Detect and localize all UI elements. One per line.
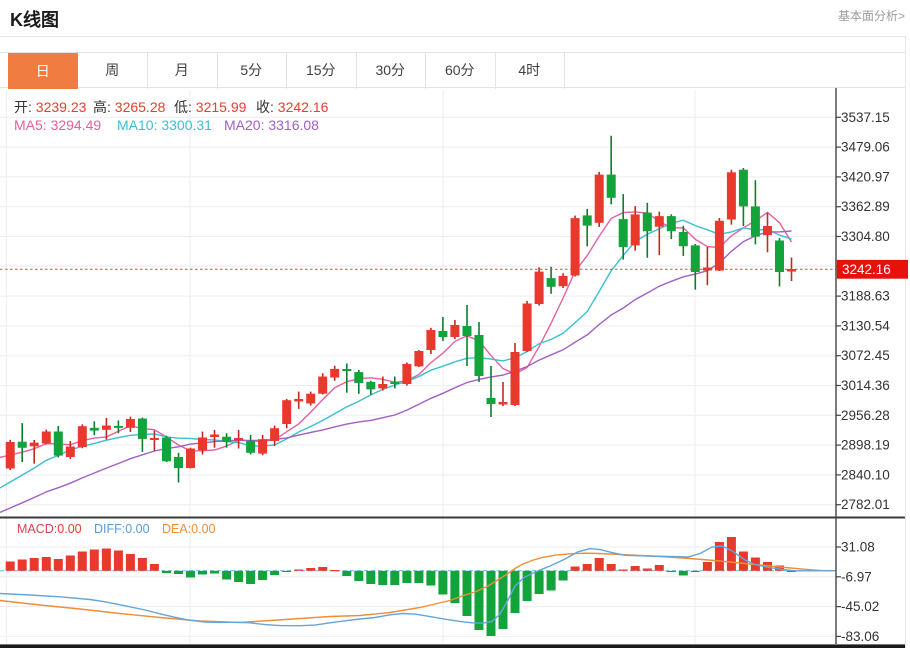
svg-text:3420.97: 3420.97 <box>841 169 890 184</box>
svg-text:-6.97: -6.97 <box>841 569 872 584</box>
svg-text:3362.89: 3362.89 <box>841 199 890 214</box>
svg-text:3072.45: 3072.45 <box>841 348 890 363</box>
svg-text:3537.15: 3537.15 <box>841 110 890 125</box>
svg-text:3479.06: 3479.06 <box>841 140 890 155</box>
svg-text:2782.01: 2782.01 <box>841 497 890 512</box>
svg-text:31.08: 31.08 <box>841 540 875 555</box>
svg-text:3130.54: 3130.54 <box>841 318 890 333</box>
svg-text:3304.80: 3304.80 <box>841 229 890 244</box>
svg-text:3188.63: 3188.63 <box>841 289 890 304</box>
svg-text:-83.06: -83.06 <box>841 629 879 644</box>
svg-text:3242.16: 3242.16 <box>842 262 891 277</box>
svg-text:2840.10: 2840.10 <box>841 467 890 482</box>
svg-text:3014.36: 3014.36 <box>841 378 890 393</box>
svg-text:2898.19: 2898.19 <box>841 438 890 453</box>
svg-text:-45.02: -45.02 <box>841 599 879 614</box>
svg-text:2956.28: 2956.28 <box>841 408 890 423</box>
